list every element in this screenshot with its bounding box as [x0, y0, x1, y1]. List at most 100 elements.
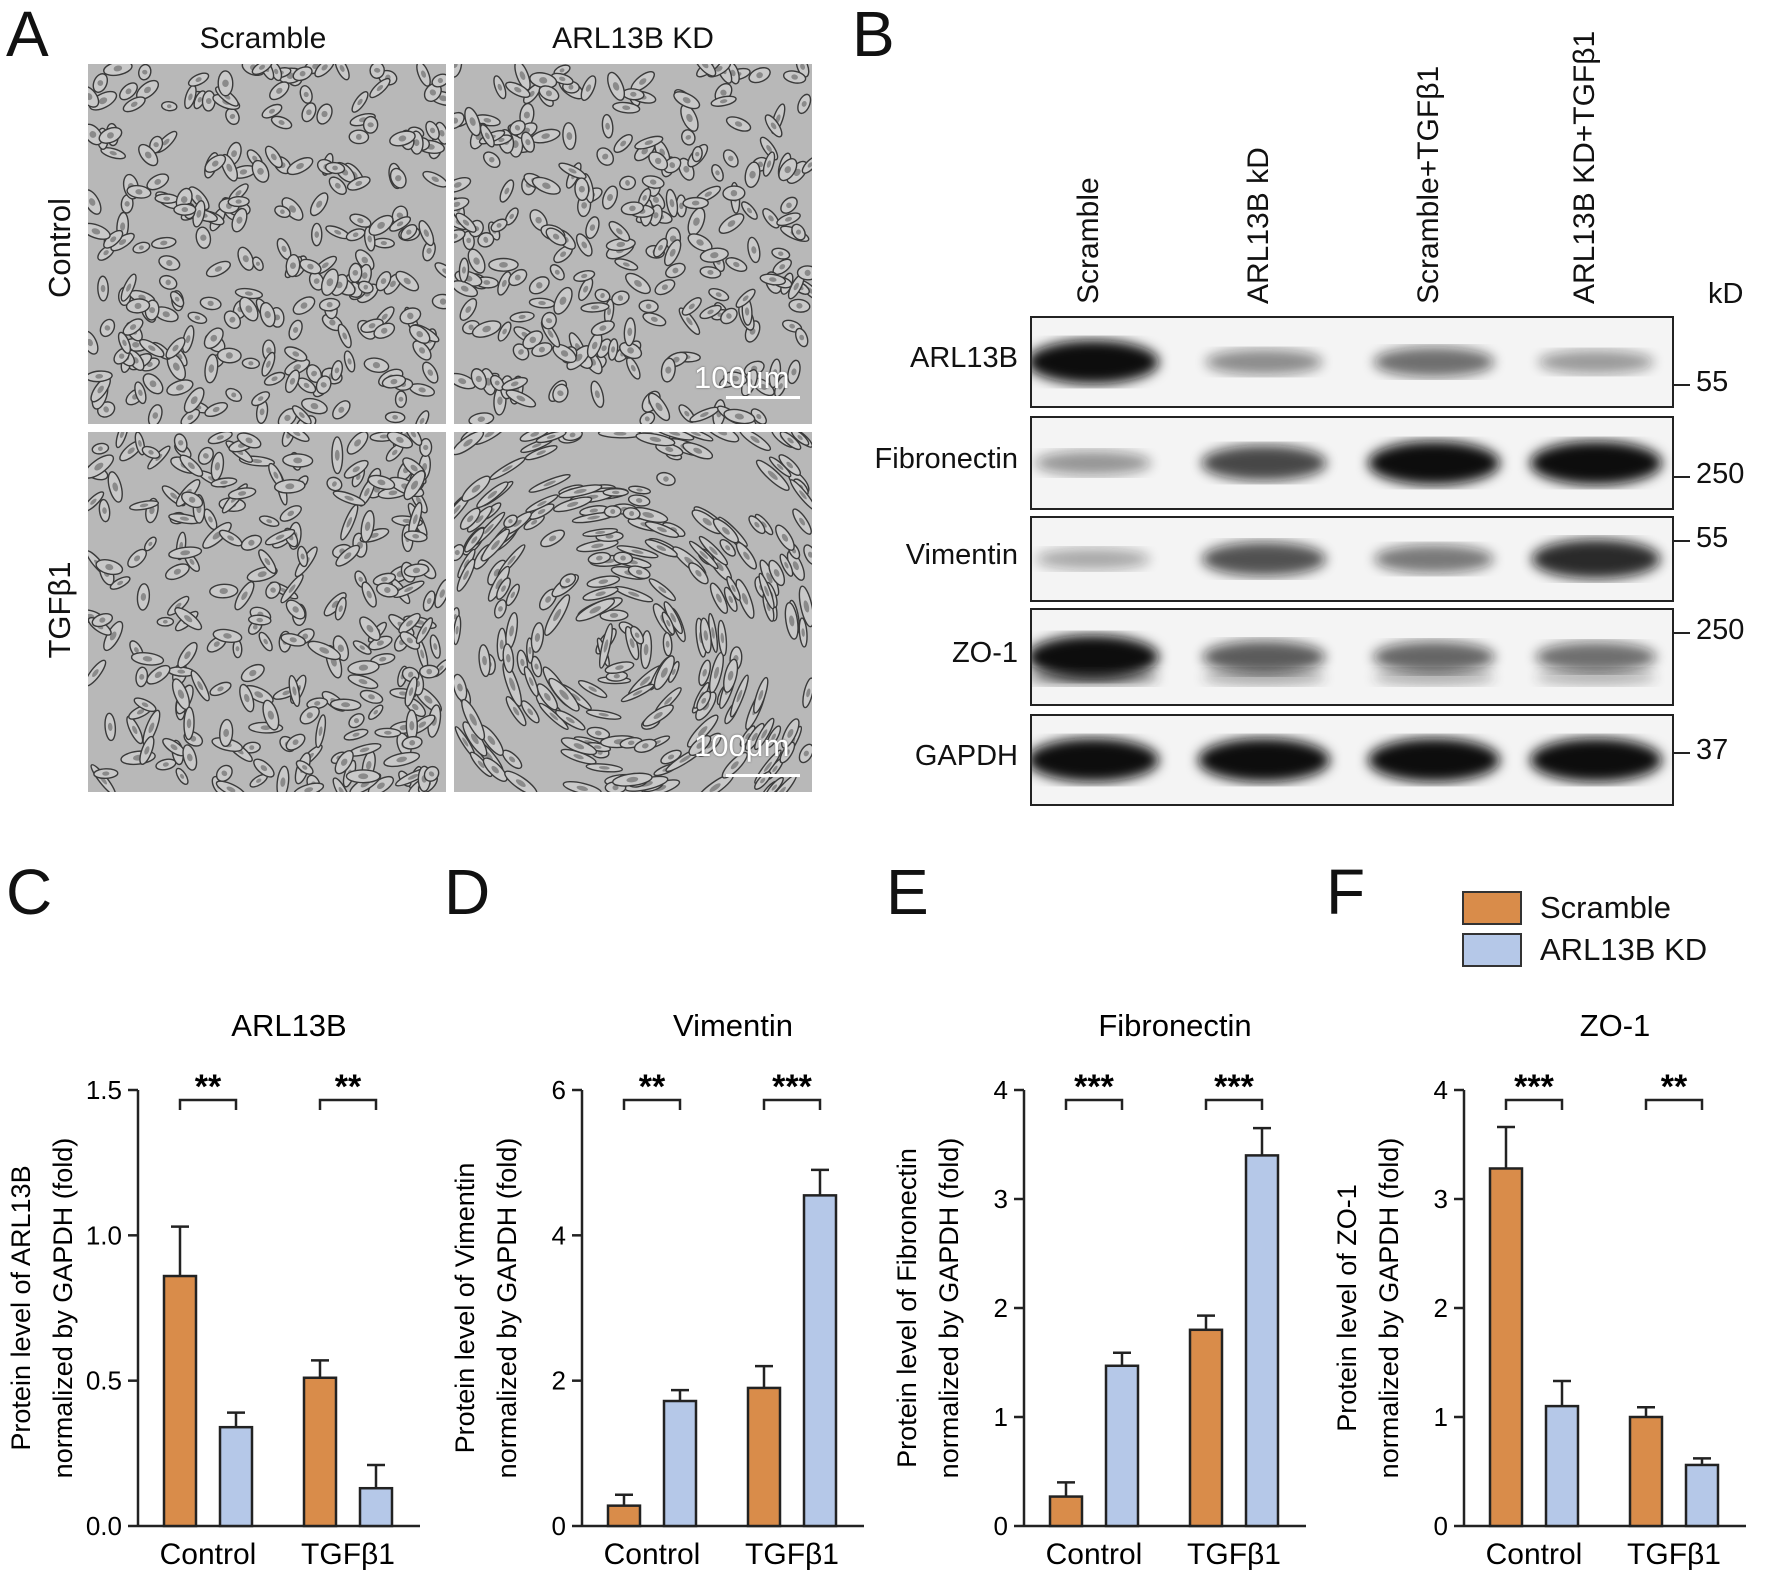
significance-bracket [1644, 1098, 1704, 1110]
significance-bracket [1504, 1098, 1564, 1110]
legend-item-kd: ARL13B KD [1462, 932, 1707, 968]
panel-label-d: D [444, 856, 491, 928]
y-tick-label: 2 [552, 1366, 566, 1396]
significance-bracket [762, 1098, 822, 1110]
y-axis-label: Protein level of ARL13B [6, 1165, 36, 1450]
micrograph-kd-control [454, 64, 812, 424]
lane-label-scramble-tgfb1: Scramble+TGFβ1 [1412, 65, 1445, 304]
protein-label-arl13b: ARL13B [909, 342, 1018, 374]
significance-stars: ** [1661, 1068, 1688, 1106]
y-tick-label: 0.0 [86, 1511, 122, 1541]
significance-bracket [1064, 1098, 1124, 1110]
significance-bracket [178, 1098, 238, 1110]
y-axis-label: Protein level of ZO-1 [1332, 1184, 1362, 1432]
protein-label-gapdh: GAPDH [914, 740, 1018, 772]
y-axis-label: normalized by GAPDH (fold) [48, 1138, 78, 1479]
significance-stars: *** [772, 1068, 812, 1106]
kd-marker-55: 55 [1696, 522, 1729, 554]
band-vimentin-lane-2 [1201, 541, 1327, 577]
band-gapdh-lane-3 [1368, 738, 1500, 782]
significance-stars: ** [195, 1068, 222, 1106]
col-header-scramble: Scramble [199, 22, 327, 55]
band-gapdh-lane-1 [1032, 738, 1159, 782]
y-tick-label: 3 [1434, 1184, 1448, 1214]
x-tick-label: Control [160, 1538, 257, 1571]
x-tick-label: TGFβ1 [745, 1538, 839, 1571]
y-tick-label: 1 [1434, 1402, 1448, 1432]
kd-tick [1674, 384, 1690, 386]
legend-label-scramble: Scramble [1540, 890, 1671, 925]
kd-marker-37: 37 [1696, 734, 1729, 766]
band-gapdh-lane-2 [1198, 738, 1330, 782]
bar-scramble-control [162, 1274, 198, 1528]
col-header-arl13b-kd: ARL13B KD [552, 22, 714, 55]
bar-scramble-tgfb1 [1628, 1415, 1664, 1528]
band-fibronectin-lane-3 [1368, 441, 1500, 485]
significance-stars: *** [1514, 1068, 1554, 1106]
y-tick-label: 3 [994, 1184, 1008, 1214]
bar-scramble-control [1048, 1495, 1084, 1528]
chart-title: ZO-1 [1580, 1008, 1651, 1043]
blot-zo-1 [1030, 608, 1674, 706]
y-tick-label: 1.0 [86, 1220, 122, 1250]
y-tick-label: 4 [1434, 1075, 1448, 1105]
band-gapdh-lane-4 [1530, 738, 1662, 782]
kd-tick [1674, 632, 1690, 634]
band-vimentin-lane-4 [1531, 539, 1661, 579]
y-axis-label: normalized by GAPDH (fold) [1374, 1138, 1404, 1479]
bar-arl13b-kd-control [1104, 1364, 1140, 1528]
x-tick-label: TGFβ1 [301, 1538, 395, 1571]
row-label-tgfb1: TGFβ1 [42, 561, 77, 659]
panel-label-a: A [6, 0, 49, 70]
lane-label-kd-tgfb1: ARL13B KD+TGFβ1 [1568, 30, 1601, 304]
band-arl13b-lane-2 [1205, 349, 1323, 375]
y-tick-label: 4 [552, 1220, 566, 1250]
band-zo-1-lane-2 [1202, 640, 1326, 674]
band-arl13b-lane-3 [1373, 347, 1495, 377]
bar-arl13b-kd-tgfb1 [1244, 1154, 1280, 1528]
kd-marker-250: 250 [1696, 458, 1745, 490]
chart-vimentin: Vimentin Protein level of Vimentin normali… [450, 1008, 864, 1571]
y-tick-label: 4 [994, 1075, 1008, 1105]
y-axis-label: Protein level of Vimentin [450, 1163, 480, 1454]
micrograph-kd-tgfb1 [454, 432, 812, 792]
y-axis-label: normalized by GAPDH (fold) [492, 1138, 522, 1479]
kd-unit-label: kD [1708, 278, 1744, 310]
significance-bracket [318, 1098, 378, 1110]
bar-scramble-tgfb1 [746, 1386, 782, 1528]
chart-title: ARL13B [231, 1008, 346, 1043]
kd-tick [1674, 476, 1690, 478]
panel-label-e: E [886, 856, 929, 928]
band-arl13b-lane-4 [1537, 350, 1655, 374]
band-fibronectin-lane-1 [1034, 450, 1152, 476]
y-tick-label: 0 [552, 1511, 566, 1541]
blot-arl13b [1030, 316, 1674, 408]
y-tick-label: 1.5 [86, 1075, 122, 1105]
bar-scramble-control [1488, 1167, 1524, 1528]
significance-stars: ** [639, 1068, 666, 1106]
band-zo-1-lane-1 [1032, 635, 1159, 679]
bar-arl13b-kd-tgfb1 [358, 1486, 394, 1528]
x-tick-label: TGFβ1 [1187, 1538, 1281, 1571]
y-tick-label: 2 [994, 1293, 1008, 1323]
row-label-control: Control [42, 198, 77, 298]
kd-tick [1674, 540, 1690, 542]
significance-stars: *** [1074, 1068, 1114, 1106]
y-axis-label: Protein level of Fibronectin [892, 1148, 922, 1468]
lane-label-arl13b-kd: ARL13B kD [1242, 147, 1275, 304]
band-arl13b-lane-1 [1032, 340, 1159, 384]
significance-stars: ** [335, 1068, 362, 1106]
legend-label-kd: ARL13B KD [1540, 932, 1708, 967]
blot-fibronectin [1030, 416, 1674, 510]
chart-title: Vimentin [673, 1008, 793, 1043]
bar-scramble-control [606, 1504, 642, 1528]
micrograph-scramble-control [88, 64, 446, 424]
kd-marker-250: 250 [1696, 614, 1745, 646]
lane-label-scramble: Scramble [1072, 177, 1105, 304]
blot-vimentin [1030, 516, 1674, 602]
bar-arl13b-kd-control [662, 1399, 698, 1528]
panel-label-b: B [852, 0, 895, 70]
chart-arl13b: ARL13B Protein level of ARL13B normalized … [6, 1008, 420, 1571]
bar-arl13b-kd-control [1544, 1404, 1580, 1528]
y-tick-label: 2 [1434, 1293, 1448, 1323]
